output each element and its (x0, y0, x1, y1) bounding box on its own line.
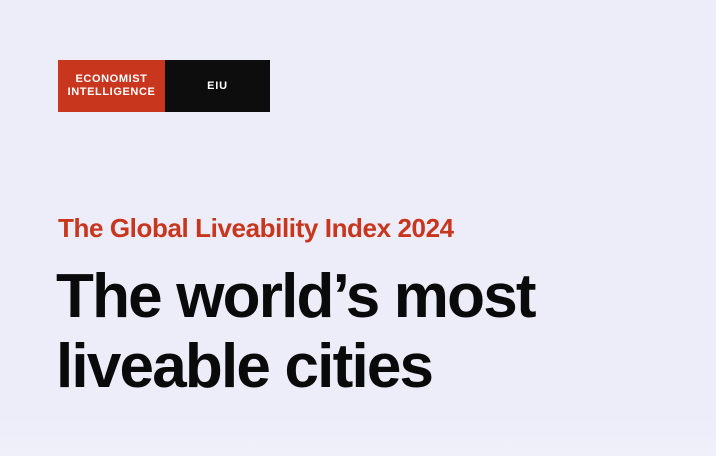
logo-eiu-block: EIU (165, 60, 270, 112)
logo-text-line-1: ECONOMIST (75, 73, 148, 85)
bottom-fade (0, 416, 716, 456)
logo-text-line-2: INTELLIGENCE (67, 86, 156, 98)
logo-eiu-text: EIU (207, 80, 228, 92)
logo-brand-block: ECONOMIST INTELLIGENCE (58, 60, 165, 112)
eiu-logo[interactable]: ECONOMIST INTELLIGENCE EIU (58, 60, 270, 112)
title-line-1: The world’s most (56, 262, 537, 331)
title-line-2: liveable cities (56, 332, 434, 401)
page-title: The world’s most liveable cities (56, 262, 537, 402)
report-subtitle: The Global Liveability Index 2024 (58, 213, 454, 243)
